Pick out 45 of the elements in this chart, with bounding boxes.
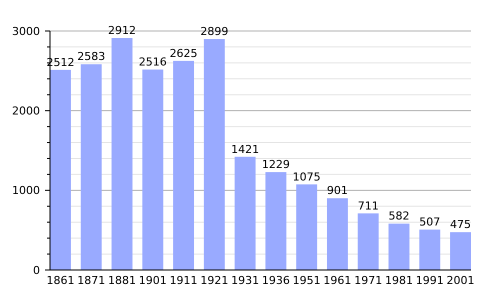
data-label: 901 [326, 184, 348, 198]
x-tick-label: 1881 [108, 274, 136, 287]
bar [112, 38, 132, 270]
bar [142, 70, 164, 270]
y-tick-label: 3000 [12, 24, 40, 38]
x-tick-label: 1901 [138, 274, 167, 287]
x-tick-label: 1936 [262, 274, 290, 287]
bar [358, 213, 379, 270]
data-label: 1421 [231, 142, 260, 156]
data-label: 2899 [200, 25, 228, 38]
bar [419, 230, 440, 270]
bar [204, 39, 225, 270]
data-label: 2516 [138, 56, 167, 69]
x-tick-label: 1971 [354, 274, 382, 287]
x-tick-label: 2001 [446, 274, 475, 287]
y-tick-label: 2000 [12, 104, 40, 118]
data-label: 1229 [262, 158, 290, 172]
x-tick-label: 1991 [416, 274, 444, 287]
bar [296, 184, 318, 270]
bar [80, 64, 102, 270]
data-label: 582 [388, 210, 410, 223]
bar [234, 156, 256, 270]
bar [388, 224, 410, 270]
bar [450, 232, 471, 270]
x-tick-label: 1981 [384, 274, 413, 287]
y-tick-label: 0 [33, 264, 40, 277]
x-tick-label: 1931 [231, 274, 260, 287]
data-label: 2912 [108, 24, 136, 38]
x-tick-label: 1871 [77, 274, 106, 287]
bar [326, 198, 348, 270]
data-label: 507 [419, 216, 440, 229]
x-tick-label: 1921 [200, 274, 228, 287]
data-label: 475 [450, 218, 472, 232]
bar [50, 70, 71, 270]
data-label: 2625 [170, 46, 198, 60]
y-tick-label: 1000 [12, 184, 40, 198]
x-tick-label: 1861 [46, 274, 74, 287]
data-label: 1075 [292, 170, 321, 184]
x-tick-label: 1951 [292, 274, 321, 287]
data-label: 711 [358, 199, 379, 212]
data-label: 2583 [77, 50, 106, 64]
bar [173, 60, 194, 270]
bar [265, 172, 286, 270]
x-tick-label: 1911 [170, 274, 198, 287]
x-tick-label: 1961 [323, 274, 352, 287]
